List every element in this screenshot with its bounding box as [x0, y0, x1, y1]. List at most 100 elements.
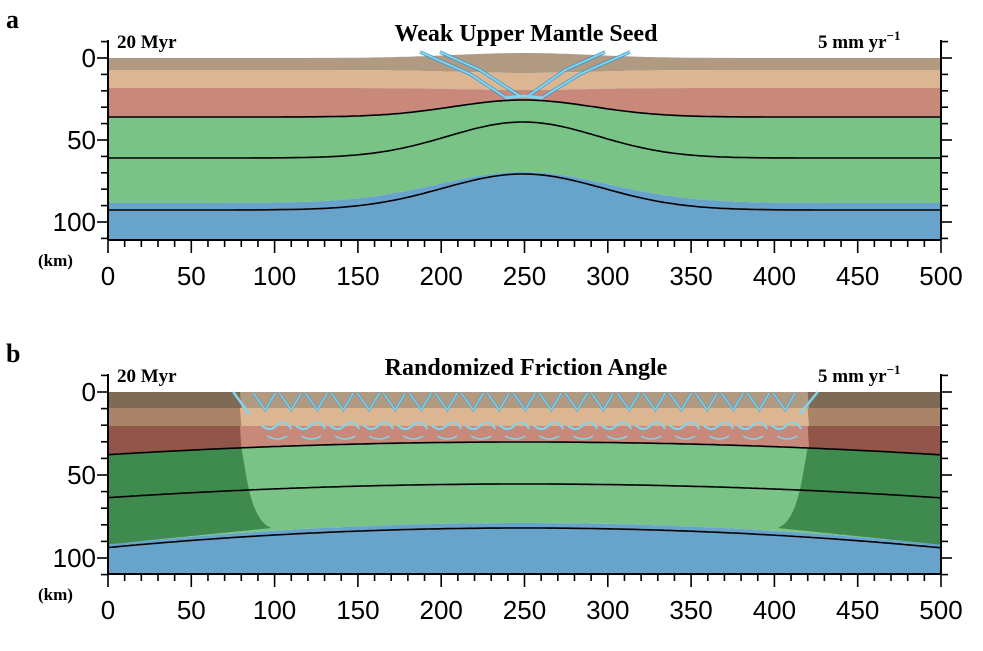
asthenosphere-layer [108, 523, 941, 574]
shear-zone-highlight [419, 51, 506, 98]
boundary-fault-right [798, 391, 819, 415]
lower-crust-layer [108, 426, 941, 455]
x-tick-label: 450 [836, 595, 879, 625]
left-middle-crust [108, 408, 242, 426]
right-mantle-lithosphere [777, 447, 941, 545]
shear-zone-highlight [439, 51, 521, 97]
asthenosphere-layer [108, 172, 941, 240]
panel-b-letter: b [6, 339, 20, 368]
panel-b: b 0 50 100 150 200 250 300 350 400 450 500 0 50 100 2… [6, 339, 963, 625]
deep-fault [300, 435, 322, 440]
deep-fault [266, 435, 288, 440]
lab-line [108, 173, 940, 211]
y-tick-label: 100 [53, 543, 96, 573]
y-tick-label: 0 [82, 377, 96, 407]
x-tick-label: 500 [919, 261, 962, 291]
deep-fault [606, 435, 628, 440]
small-fault-highlight [538, 392, 562, 412]
x-tick-label: 0 [101, 261, 115, 291]
lab-line [107, 527, 941, 549]
small-fault-highlight [642, 392, 666, 412]
panel-b-time-label: 20 Myr [117, 366, 177, 387]
small-fault-highlight [304, 392, 328, 412]
moho-line [107, 441, 941, 456]
left-lower-crust [108, 426, 242, 455]
shear-zone-highlight [542, 51, 631, 98]
lower-crust-fault [498, 421, 531, 430]
panel-a-depth-unit: (km) [38, 251, 73, 270]
lower-crust-fault [532, 421, 565, 430]
small-fault-highlight [590, 392, 614, 412]
small-fault-highlight [252, 392, 276, 412]
x-tick-label: 50 [177, 261, 206, 291]
panel-b-plot [107, 391, 941, 574]
x-tick-label: 200 [420, 261, 463, 291]
lower-crust-fault [634, 421, 667, 430]
x-tick-label: 100 [253, 261, 296, 291]
x-tick-label: 350 [669, 595, 712, 625]
lower-crust-fault [294, 421, 327, 430]
small-fault-highlight [668, 392, 692, 412]
lower-crust-fault [702, 421, 735, 430]
panel-b-depth-unit: (km) [38, 585, 73, 604]
left-upper-crust [108, 392, 242, 408]
x-tick-label: 0 [101, 595, 115, 625]
deep-fault [776, 435, 798, 440]
mantle-marker-line [108, 121, 940, 159]
small-fault-highlight [694, 392, 718, 412]
lower-crust-fault [362, 421, 395, 430]
panel-b-title: Randomized Friction Angle [385, 355, 668, 381]
small-fault-highlight [330, 392, 354, 412]
x-tick-label: 250 [503, 261, 546, 291]
small-fault-highlight [278, 392, 302, 412]
lower-crust-fault [600, 421, 633, 430]
deep-fault [708, 435, 730, 440]
panel-b-rate-label: 5 mm yr−1 [818, 362, 901, 387]
small-fault-highlight [460, 392, 484, 412]
panel-a-rate-label: 5 mm yr−1 [818, 28, 901, 53]
x-tick-label: 150 [336, 261, 379, 291]
shear-zone-apex [504, 94, 544, 100]
small-fault-highlight [616, 392, 640, 412]
x-tick-label: 300 [586, 595, 629, 625]
x-tick-label: 350 [669, 261, 712, 291]
right-upper-crust [807, 392, 941, 408]
deep-fault [538, 435, 560, 440]
lower-crust-fault [396, 421, 429, 430]
x-tick-label: 400 [753, 595, 796, 625]
lower-crust-fault [464, 421, 497, 430]
y-tick-label: 50 [67, 125, 96, 155]
deep-fault [572, 435, 594, 440]
mantle-marker-line [107, 483, 941, 499]
lithospheric-mantle-layer [108, 442, 941, 545]
lower-crust-fault [668, 421, 701, 430]
deep-fault [470, 435, 492, 440]
lower-crust-layer [108, 88, 941, 117]
panel-a-time-label: 20 Myr [117, 32, 177, 53]
x-tick-label: 400 [753, 261, 796, 291]
panel-a-title: Weak Upper Mantle Seed [395, 21, 659, 47]
middle-crust-layer [108, 70, 941, 90]
small-fault-highlight [564, 392, 588, 412]
lithospheric-mantle-layer [108, 100, 941, 203]
right-middle-crust [807, 408, 941, 426]
small-fault-highlight [486, 392, 510, 412]
deep-fault [436, 435, 458, 440]
lower-crust-fault [328, 421, 361, 430]
small-fault-highlight [746, 392, 770, 412]
lower-crust-fault [770, 421, 803, 430]
deep-fault [504, 435, 526, 440]
small-fault-highlight [772, 392, 796, 412]
panel-a: a 0 50 100 150 200 250 300 350 400 450 500 0 50 100 2… [6, 5, 963, 291]
deep-fault [640, 435, 662, 440]
x-tick-label: 500 [919, 595, 962, 625]
lower-crust-fault [566, 421, 599, 430]
right-lower-crust [807, 426, 941, 455]
y-tick-label: 100 [53, 207, 96, 237]
small-fault-highlight [408, 392, 432, 412]
small-fault-highlight [720, 392, 744, 412]
x-tick-label: 250 [503, 595, 546, 625]
small-fault-highlight [434, 392, 458, 412]
panel-b-axes: 0 50 100 150 200 250 300 350 400 450 500 0 50 100 [53, 374, 963, 625]
